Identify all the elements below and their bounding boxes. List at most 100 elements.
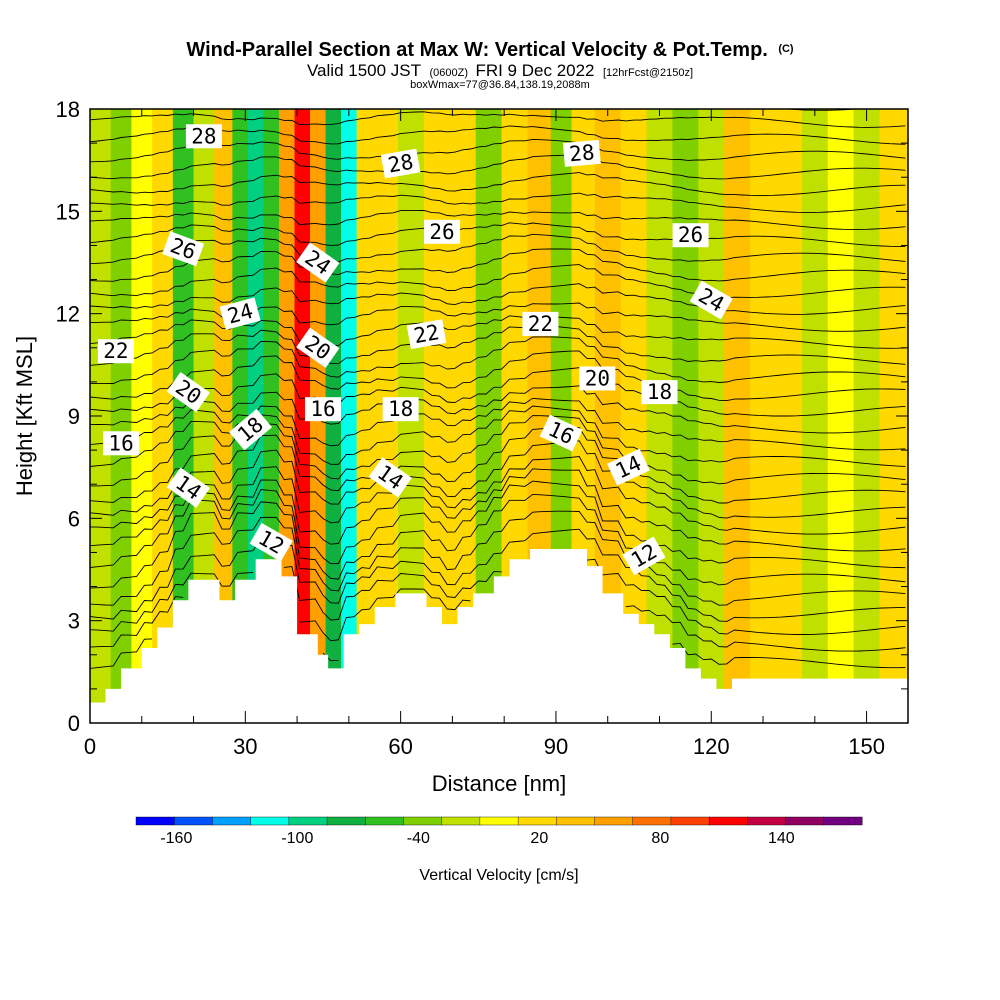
contour-label-text: 16: [108, 431, 133, 455]
theta-contour: [90, 138, 906, 163]
x-tick-label: 30: [233, 734, 257, 759]
w-column: [232, 109, 249, 723]
theta-contour: [90, 154, 906, 180]
theta-contour: [299, 588, 471, 642]
contour-label-text: 16: [310, 397, 335, 421]
w-column: [698, 109, 725, 723]
colorbar-swatch: [441, 816, 481, 826]
contour-label: 14: [166, 467, 210, 508]
colorbar-swatch: [212, 816, 252, 826]
contour-label: 18: [382, 397, 419, 422]
theta-contour: [90, 493, 906, 589]
theta-contour: [625, 605, 906, 652]
theta-contour: [90, 233, 906, 265]
colorbar-tick-label: 20: [530, 830, 548, 847]
colorbar-swatch: [632, 816, 672, 826]
x-tick-label: 120: [693, 734, 730, 759]
chart-title: Wind-Parallel Section at Max W: Vertical…: [186, 39, 794, 61]
contour-label-text: 26: [678, 223, 703, 247]
contour-label-text: 28: [386, 150, 415, 178]
theta-contour: [90, 510, 906, 606]
theta-contour: [90, 468, 906, 552]
colorbar-swatch: [479, 816, 519, 826]
theta-contour: [90, 222, 906, 247]
x-tick-label: 150: [848, 734, 885, 759]
colorbar-swatch: [174, 816, 213, 826]
colorbar-tick-label: -40: [407, 830, 430, 847]
colorbar-swatch: [708, 816, 748, 826]
contour-label: 16: [304, 397, 341, 422]
theta-contour: [90, 283, 906, 315]
w-column: [131, 109, 153, 723]
y-axis-label: Height [Kft MSL]: [12, 336, 37, 496]
colorbar-swatch: [670, 816, 710, 826]
contour-label: 16: [103, 431, 140, 456]
theta-contour: [90, 405, 906, 467]
colorbar-swatch: [594, 816, 634, 826]
contour-label: 24: [219, 297, 261, 330]
theta-contour: [90, 426, 906, 504]
contour-label: 22: [522, 311, 559, 336]
contour-label-text: 22: [412, 320, 441, 348]
colorbar-swatch: [135, 816, 175, 826]
colorbar-tick-label: -160: [160, 830, 192, 847]
w-column: [801, 109, 829, 723]
vertical-velocity-field: [90, 109, 908, 723]
colorbar-swatch: [823, 816, 863, 826]
contour-label: 18: [641, 380, 678, 405]
colorbar-swatch: [556, 816, 596, 826]
w-column: [193, 109, 215, 723]
y-tick-label: 18: [56, 97, 80, 122]
colorbar: -160 -100 -40 20 80 140: [135, 816, 863, 847]
contour-label: 22: [97, 339, 134, 364]
theta-contour: [90, 248, 906, 282]
theta-contour: [90, 125, 906, 145]
contour-label: 26: [672, 223, 709, 248]
theta-contour: [586, 558, 906, 635]
theta-contour: [781, 109, 862, 111]
x-tick-label: 0: [84, 734, 96, 759]
contour-label-text: 22: [103, 339, 128, 363]
colorbar-label: Vertical Velocity [cm/s]: [419, 867, 578, 884]
theta-contour: [90, 323, 906, 366]
colorbar-swatch: [403, 816, 443, 826]
contour-label: 28: [562, 139, 601, 167]
colorbar-swatch: [288, 816, 328, 826]
theta-contour: [90, 385, 906, 434]
theta-contour: [90, 571, 254, 632]
theta-contours: [90, 109, 906, 669]
contour-label: 28: [380, 148, 421, 179]
w-column: [853, 109, 881, 723]
contour-label-text: 28: [191, 124, 216, 148]
theta-contour: [90, 528, 906, 622]
y-tick-label: 9: [68, 404, 80, 429]
theta-contour: [90, 415, 906, 487]
theta-contour: [90, 264, 906, 299]
contour-label: 22: [406, 319, 447, 350]
theta-contour: [90, 192, 906, 213]
colorbar-swatch: [517, 816, 557, 826]
theta-contour: [90, 350, 906, 402]
theta-contour: [90, 456, 906, 535]
chart-title-suffix: (C): [778, 43, 794, 55]
y-tick-label: 0: [68, 711, 80, 736]
colorbar-tick-label: 140: [768, 830, 795, 847]
theta-contour: [90, 367, 906, 417]
contour-label: 28: [185, 124, 222, 149]
chart-subtitle-2: boxWmax=77@36.84,138.19,2088m: [410, 79, 590, 91]
colorbar-swatch: [326, 816, 366, 826]
contour-label-text: 20: [585, 366, 610, 390]
y-tick-label: 15: [56, 199, 80, 224]
theta-contour: [90, 209, 906, 230]
x-tick-label: 60: [388, 734, 412, 759]
x-axis-label: Distance [nm]: [432, 771, 567, 796]
terrain-profile: [90, 549, 908, 723]
y-tick-label: 12: [56, 302, 80, 327]
w-column: [356, 109, 376, 723]
contour-label: 26: [424, 219, 461, 244]
contour-label-text: 26: [429, 220, 454, 244]
contour-label-text: 22: [528, 312, 553, 336]
theta-contour: [672, 642, 906, 669]
